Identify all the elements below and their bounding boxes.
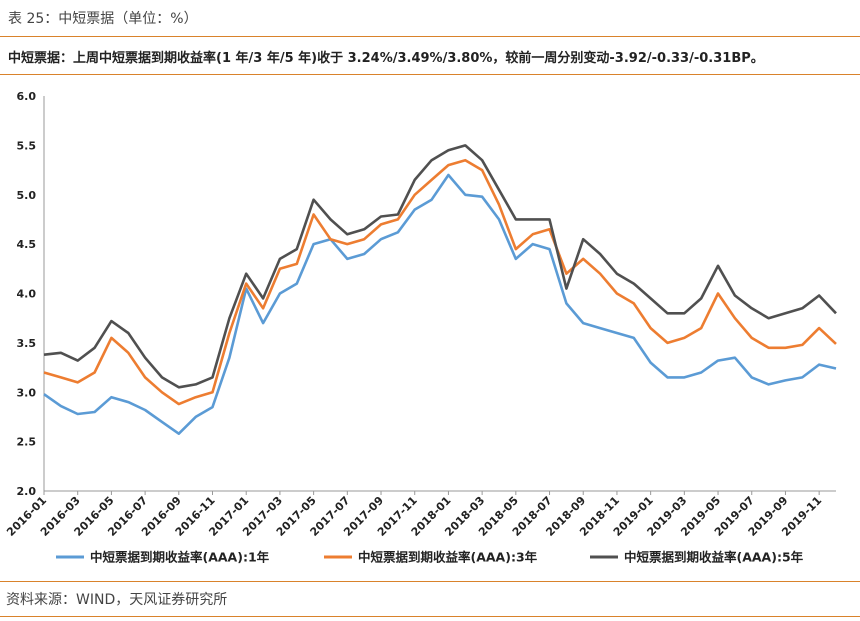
yield-line-chart: 6.0 5.5 5.0 4.5 4.0 3.5 3.0 2.5 2.0 2016-012016-…: [4, 90, 837, 565]
legend-label-2: 中短票据到期收益率(AAA):3年: [358, 550, 538, 565]
top-divider: [0, 36, 860, 37]
bottom-divider: [0, 581, 860, 582]
y-axis: 6.0 5.5 5.0 4.5 4.0 3.5 3.0 2.5 2.0: [17, 90, 45, 498]
series-line-1: [43, 173, 837, 436]
chart-summary: 中短票据：上周中短票据到期收益率(1 年/3 年/5 年)收于 3.24%/3.…: [8, 51, 764, 66]
y-tick-label: 5.0: [17, 189, 37, 202]
figure-caption: 表 25：中短票据（单位：%）: [8, 11, 198, 27]
x-axis: 2016-012016-032016-052016-072016-092016-…: [4, 490, 836, 539]
y-tick-label: 2.0: [17, 485, 37, 498]
y-tick-label: 5.5: [17, 139, 37, 152]
series-lines: [43, 144, 837, 436]
y-tick-label: 3.0: [17, 386, 37, 399]
y-tick-label: 4.5: [17, 238, 37, 251]
y-tick-label: 3.5: [17, 337, 37, 350]
data-source: 资料来源：WIND，天风证券研究所: [6, 592, 228, 608]
y-tick-label: 6.0: [17, 90, 37, 103]
series-line-3: [43, 144, 837, 389]
chart-legend: 中短票据到期收益率(AAA):1年 中短票据到期收益率(AAA):3年 中短票据到期…: [56, 550, 804, 565]
y-tick-label: 2.5: [17, 436, 37, 449]
summary-divider: [0, 74, 860, 75]
series-line-2: [43, 158, 837, 406]
y-tick-label: 4.0: [17, 288, 37, 301]
footer-divider: [0, 616, 860, 617]
legend-label-1: 中短票据到期收益率(AAA):1年: [90, 550, 270, 565]
legend-label-3: 中短票据到期收益率(AAA):5年: [624, 550, 804, 565]
